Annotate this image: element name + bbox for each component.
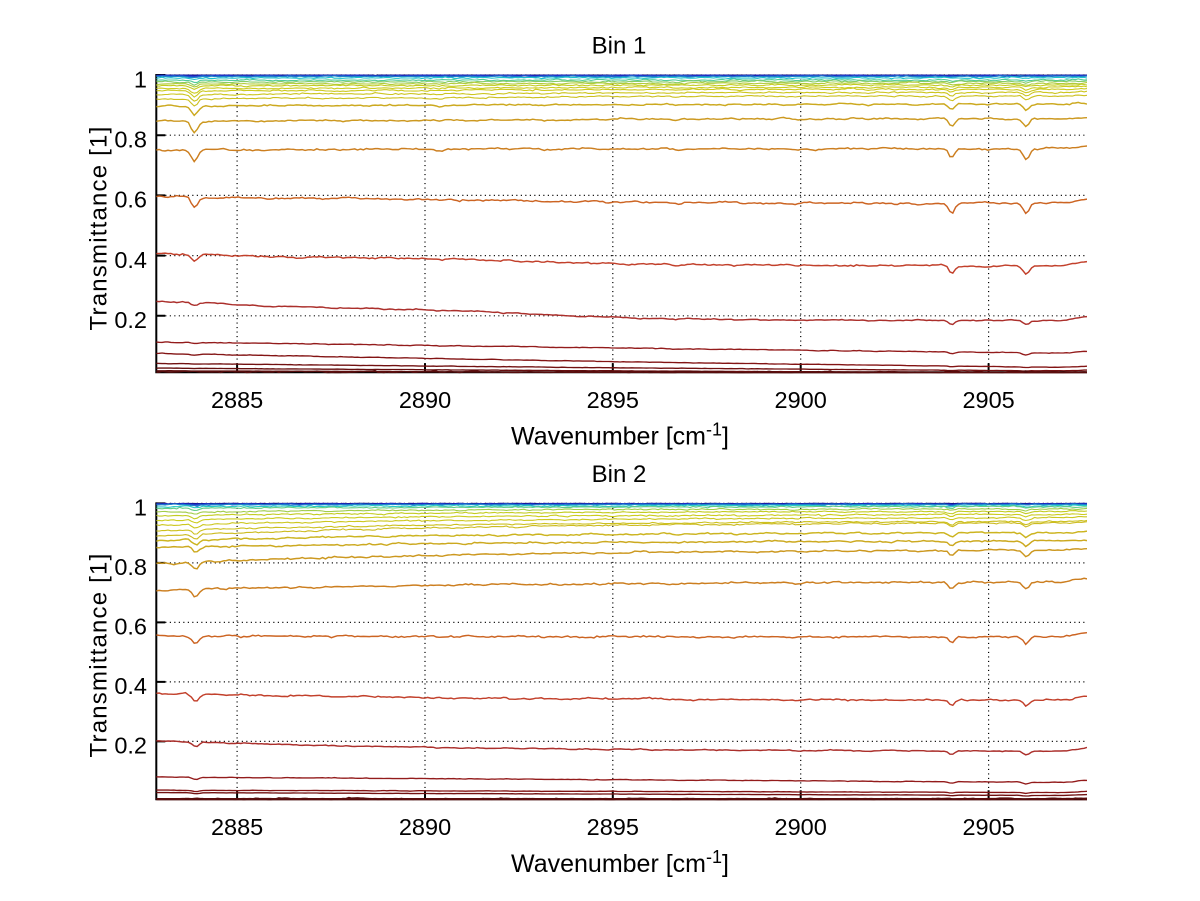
svg-text:2895: 2895 — [587, 814, 639, 840]
svg-text:Transmittance [1]: Transmittance [1] — [86, 126, 113, 331]
svg-text:Bin 1: Bin 1 — [592, 33, 647, 60]
svg-text:0.6: 0.6 — [114, 187, 147, 213]
svg-text:0.2: 0.2 — [114, 307, 147, 333]
svg-text:2900: 2900 — [775, 814, 827, 840]
svg-text:2885: 2885 — [211, 387, 263, 413]
svg-text:2905: 2905 — [962, 387, 1014, 413]
svg-text:2890: 2890 — [399, 387, 451, 413]
svg-text:0.4: 0.4 — [114, 673, 147, 699]
svg-text:2905: 2905 — [962, 814, 1014, 840]
svg-text:Wavenumber [cm-1]: Wavenumber [cm-1] — [511, 847, 729, 878]
svg-text:1: 1 — [134, 66, 147, 92]
svg-text:0.2: 0.2 — [114, 733, 147, 759]
svg-text:Transmittance [1]: Transmittance [1] — [86, 553, 113, 758]
svg-text:2900: 2900 — [775, 387, 827, 413]
svg-text:Bin 2: Bin 2 — [592, 461, 647, 488]
svg-text:0.6: 0.6 — [114, 614, 147, 640]
svg-text:2885: 2885 — [211, 814, 263, 840]
svg-text:0.8: 0.8 — [114, 127, 147, 153]
svg-text:Wavenumber [cm-1]: Wavenumber [cm-1] — [511, 419, 729, 450]
svg-text:0.8: 0.8 — [114, 554, 147, 580]
svg-text:1: 1 — [134, 495, 147, 521]
svg-text:2895: 2895 — [587, 387, 639, 413]
svg-text:2890: 2890 — [399, 814, 451, 840]
svg-text:0.4: 0.4 — [114, 247, 147, 273]
